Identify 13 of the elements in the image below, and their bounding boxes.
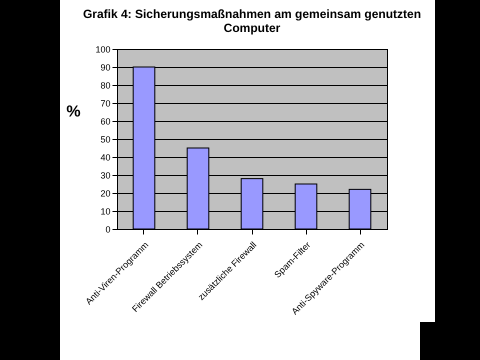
y-tick-label: 20	[100, 188, 110, 198]
y-tick-label: 60	[100, 116, 110, 126]
y-axis-title: %	[66, 104, 81, 120]
y-tick-label: 90	[100, 62, 110, 72]
y-tick-label: 30	[100, 170, 110, 180]
chart-title: Grafik 4: Sicherungsmaßnahmen am gemeinsam genutzten Computer	[82, 7, 422, 35]
y-tick-label: 50	[100, 134, 110, 144]
y-tick-label: 100	[95, 44, 110, 54]
y-tick-label: 40	[100, 152, 110, 162]
y-tick-label: 70	[100, 98, 110, 108]
y-tick-label: 10	[100, 206, 110, 216]
y-tick-label: 80	[100, 80, 110, 90]
y-tick-label: 0	[105, 224, 110, 234]
